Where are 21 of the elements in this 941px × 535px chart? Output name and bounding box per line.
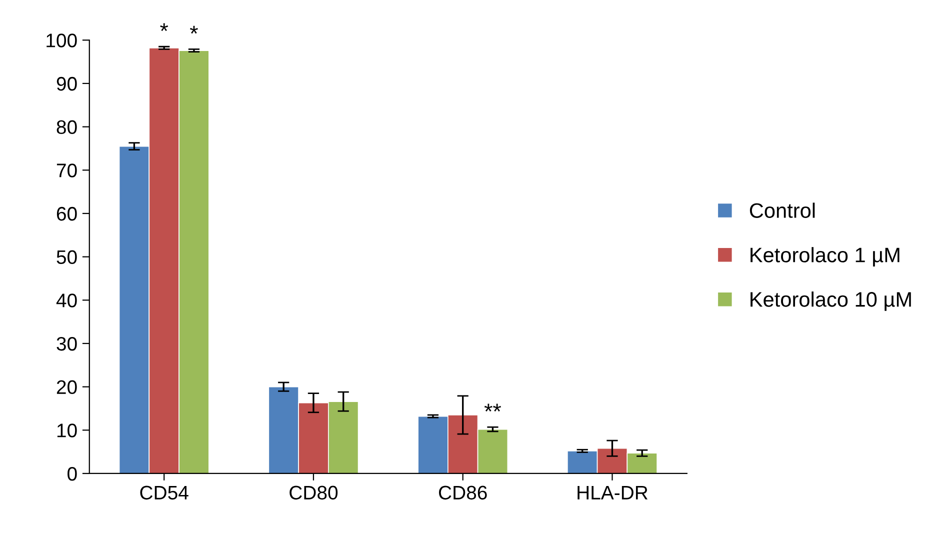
x-tick-label: CD80 [290, 486, 338, 500]
legend-label: Ketorolaco 1 µM [750, 247, 900, 267]
y-tick-label: 50 [56, 250, 77, 264]
legend-label: Control [750, 202, 815, 218]
x-tick-label: CD86 [438, 486, 487, 500]
y-tick-label: 20 [56, 380, 77, 394]
y-tick-label: 90 [56, 76, 77, 91]
x-tick-label: HLA-DR [578, 486, 648, 500]
annotation: * [190, 26, 198, 34]
y-tick-label: 80 [56, 120, 77, 134]
legend-label: Ketorolaco 10 µM [750, 292, 911, 311]
y-tick-label: 10 [57, 424, 77, 438]
y-tick-label: 60 [56, 206, 77, 221]
annotation: * [160, 23, 168, 32]
y-tick-label: 30 [56, 336, 77, 351]
y-tick-label: 100 [46, 34, 77, 48]
y-tick-label: 40 [56, 294, 77, 308]
x-tick-label: CD54 [140, 486, 188, 500]
y-tick-label: 70 [56, 164, 77, 178]
annotation: ** [484, 404, 502, 412]
y-tick-label: 0 [68, 466, 77, 481]
